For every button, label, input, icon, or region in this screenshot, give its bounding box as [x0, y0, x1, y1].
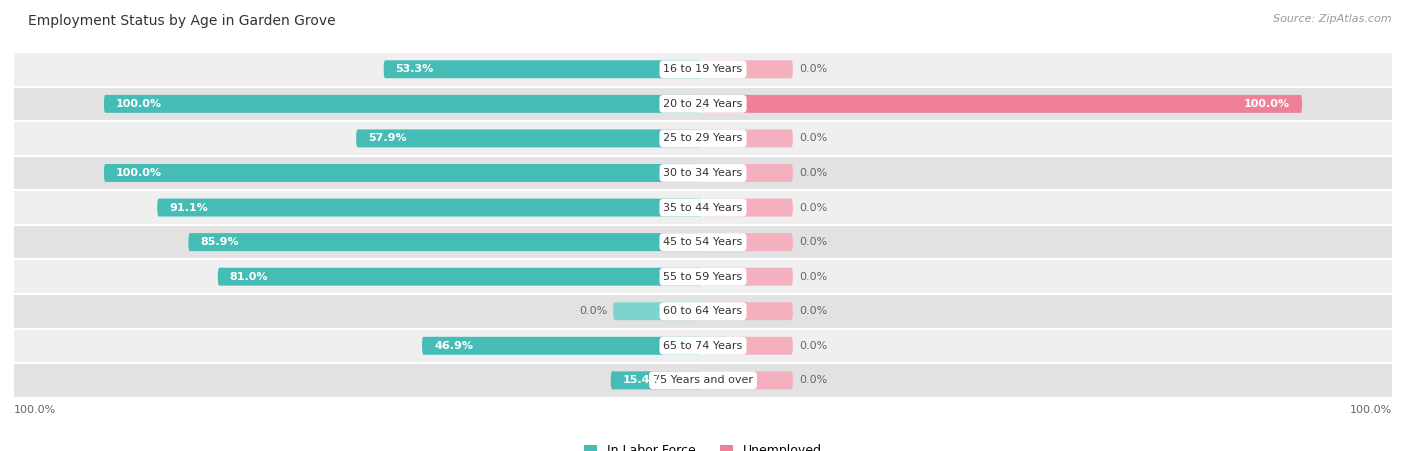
- Bar: [14, 121, 1392, 156]
- Bar: [14, 363, 1392, 398]
- FancyBboxPatch shape: [188, 233, 703, 251]
- FancyBboxPatch shape: [703, 302, 793, 320]
- Text: 0.0%: 0.0%: [579, 306, 607, 316]
- Text: 57.9%: 57.9%: [368, 133, 406, 143]
- Text: 0.0%: 0.0%: [799, 341, 827, 351]
- FancyBboxPatch shape: [703, 95, 1302, 113]
- Bar: [14, 156, 1392, 190]
- Text: 35 to 44 Years: 35 to 44 Years: [664, 202, 742, 212]
- FancyBboxPatch shape: [104, 164, 703, 182]
- FancyBboxPatch shape: [703, 129, 793, 147]
- Text: 25 to 29 Years: 25 to 29 Years: [664, 133, 742, 143]
- Text: 60 to 64 Years: 60 to 64 Years: [664, 306, 742, 316]
- FancyBboxPatch shape: [384, 60, 703, 78]
- FancyBboxPatch shape: [703, 268, 793, 285]
- FancyBboxPatch shape: [703, 233, 793, 251]
- Bar: [14, 328, 1392, 363]
- Text: 0.0%: 0.0%: [799, 202, 827, 212]
- Text: 15.4%: 15.4%: [623, 375, 661, 385]
- Text: 0.0%: 0.0%: [799, 272, 827, 282]
- FancyBboxPatch shape: [703, 198, 793, 216]
- FancyBboxPatch shape: [703, 337, 793, 355]
- FancyBboxPatch shape: [703, 60, 793, 78]
- FancyBboxPatch shape: [157, 198, 703, 216]
- Text: Employment Status by Age in Garden Grove: Employment Status by Age in Garden Grove: [28, 14, 336, 28]
- Text: 81.0%: 81.0%: [229, 272, 269, 282]
- Text: 0.0%: 0.0%: [799, 237, 827, 247]
- Text: 16 to 19 Years: 16 to 19 Years: [664, 64, 742, 74]
- FancyBboxPatch shape: [422, 337, 703, 355]
- FancyBboxPatch shape: [104, 95, 703, 113]
- Text: 100.0%: 100.0%: [115, 99, 162, 109]
- Text: 100.0%: 100.0%: [115, 168, 162, 178]
- Text: 100.0%: 100.0%: [14, 405, 56, 415]
- Bar: [14, 225, 1392, 259]
- Text: 0.0%: 0.0%: [799, 306, 827, 316]
- Text: 0.0%: 0.0%: [799, 168, 827, 178]
- Text: 65 to 74 Years: 65 to 74 Years: [664, 341, 742, 351]
- Text: 0.0%: 0.0%: [799, 375, 827, 385]
- Text: 53.3%: 53.3%: [395, 64, 434, 74]
- Legend: In Labor Force, Unemployed: In Labor Force, Unemployed: [583, 444, 823, 451]
- Text: 46.9%: 46.9%: [434, 341, 472, 351]
- Bar: [14, 87, 1392, 121]
- Bar: [14, 190, 1392, 225]
- Text: Source: ZipAtlas.com: Source: ZipAtlas.com: [1274, 14, 1392, 23]
- Text: 85.9%: 85.9%: [201, 237, 239, 247]
- Text: 0.0%: 0.0%: [799, 64, 827, 74]
- Text: 91.1%: 91.1%: [169, 202, 208, 212]
- Text: 100.0%: 100.0%: [1244, 99, 1291, 109]
- Text: 20 to 24 Years: 20 to 24 Years: [664, 99, 742, 109]
- FancyBboxPatch shape: [703, 164, 793, 182]
- Bar: [14, 52, 1392, 87]
- FancyBboxPatch shape: [356, 129, 703, 147]
- FancyBboxPatch shape: [218, 268, 703, 285]
- FancyBboxPatch shape: [613, 302, 703, 320]
- Text: 30 to 34 Years: 30 to 34 Years: [664, 168, 742, 178]
- Text: 75 Years and over: 75 Years and over: [652, 375, 754, 385]
- Bar: [14, 259, 1392, 294]
- Text: 0.0%: 0.0%: [799, 133, 827, 143]
- FancyBboxPatch shape: [610, 371, 703, 389]
- FancyBboxPatch shape: [703, 371, 793, 389]
- Text: 55 to 59 Years: 55 to 59 Years: [664, 272, 742, 282]
- Text: 45 to 54 Years: 45 to 54 Years: [664, 237, 742, 247]
- Bar: [14, 294, 1392, 328]
- Text: 100.0%: 100.0%: [1350, 405, 1392, 415]
